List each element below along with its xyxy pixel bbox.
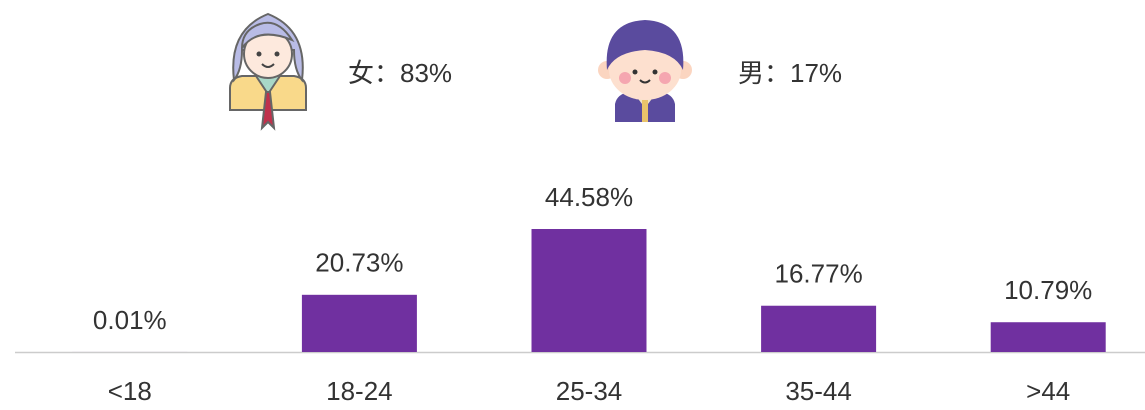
male-share: 男：17% xyxy=(738,58,842,88)
value-label: 44.58% xyxy=(545,182,633,212)
x-tick-label: >44 xyxy=(1026,376,1070,405)
bar xyxy=(761,306,876,352)
page: 女：83% 男：17% 0.01% <18 20.73% 18-24 44.58% 25-… xyxy=(0,0,1145,405)
female-icon xyxy=(230,14,306,128)
x-tick-label: 25-34 xyxy=(556,376,623,405)
x-tick-label: <18 xyxy=(108,376,152,405)
value-label: 16.77% xyxy=(775,259,863,289)
x-tick-label: 18-24 xyxy=(326,376,393,405)
x-tick-label: 35-44 xyxy=(785,376,852,405)
bar xyxy=(991,322,1106,352)
value-label: 0.01% xyxy=(93,305,167,335)
bar xyxy=(532,229,647,352)
value-label: 10.79% xyxy=(1004,275,1092,305)
female-share: 女：83% xyxy=(348,58,452,88)
value-label: 20.73% xyxy=(315,248,403,278)
male-icon xyxy=(598,20,692,122)
bar xyxy=(302,295,417,352)
